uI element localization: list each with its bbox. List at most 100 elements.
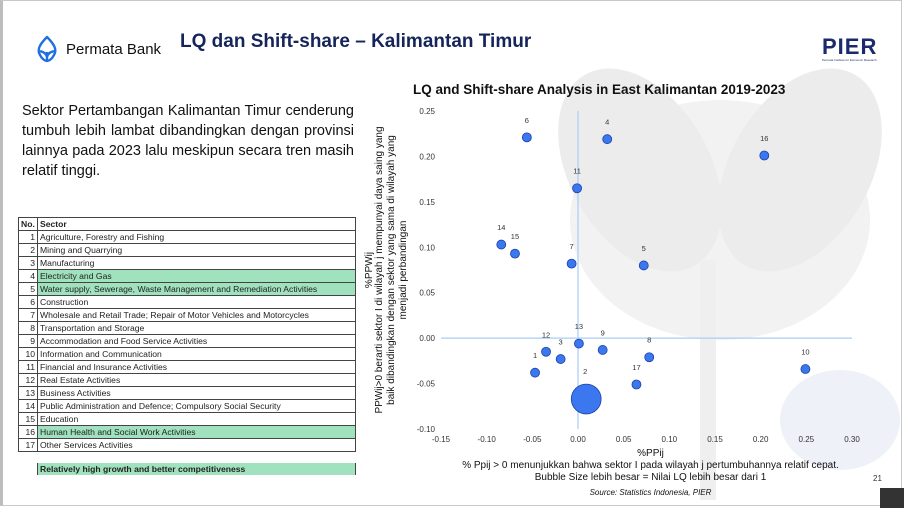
- bubble-label: 17: [632, 363, 640, 372]
- bubble-label: 6: [525, 116, 529, 125]
- sector-name: Accommodation and Food Service Activitie…: [37, 334, 356, 348]
- x-tick-label: 0.20: [753, 435, 769, 444]
- sector-no: 1: [18, 230, 38, 244]
- y-axis-title: %PPWij: [364, 252, 375, 288]
- table-row: 7 Wholesale and Retail Trade; Repair of M…: [18, 308, 356, 322]
- permata-leaf-icon: [37, 35, 57, 63]
- page-title: LQ dan Shift-share – Kalimantan Timur: [180, 31, 532, 52]
- col-sector: Sector: [37, 217, 356, 231]
- sector-no: 11: [18, 360, 38, 374]
- source-note: Source: Statistics Indonesia, PIER: [590, 488, 712, 497]
- bubble-label: 1: [533, 351, 537, 360]
- sector-no: 7: [18, 308, 38, 322]
- bubble-sector-10: [800, 364, 811, 374]
- table-row: 13 Business Activities: [18, 386, 356, 400]
- sector-no: 5: [18, 282, 38, 296]
- bubble-sector-6: [521, 132, 532, 143]
- bubble-sector-17: [631, 379, 642, 390]
- table-row: 6 Construction: [18, 295, 356, 309]
- bubble-label: 4: [605, 118, 609, 127]
- sector-no: 16: [18, 425, 38, 439]
- bubble-sector-15: [510, 248, 520, 259]
- table-row: 17 Other Services Activities: [18, 438, 356, 452]
- table-row: 1 Agriculture, Forestry and Fishing: [18, 230, 356, 244]
- y-tick-label: 0.20: [419, 152, 435, 161]
- sector-table: No. Sector 1 Agriculture, Forestry and Fi…: [18, 217, 356, 475]
- table-row: 9 Accommodation and Food Service Activiti…: [18, 334, 356, 348]
- blank-row: [19, 452, 356, 464]
- x-tick-label: 0.15: [707, 435, 723, 444]
- bubble-chart: -0.15 -0.10 -0.05 0.00 0.05 0.10 0.15 0.20 0.25 0…: [364, 107, 860, 497]
- y-tick-label: 0.10: [419, 243, 435, 252]
- bubble-sector-13: [574, 338, 584, 349]
- sector-name: Construction: [37, 295, 356, 309]
- bubble-label: 2: [583, 367, 587, 376]
- x-tick-label: -0.10: [478, 435, 497, 444]
- bubble-sector-12: [541, 346, 551, 357]
- y-axis-note-line: baik dibandingkan dengan sektor yang sam…: [386, 135, 397, 405]
- sector-no: 15: [18, 412, 38, 426]
- x-tick-label: 0.05: [616, 435, 632, 444]
- bubble-label: 10: [801, 348, 809, 357]
- table-row: 14 Public Administration and Defence; Com…: [18, 399, 356, 413]
- bubble-sector-3: [555, 354, 566, 364]
- y-tick-label: -0.05: [417, 380, 436, 389]
- bubble-label: 13: [575, 322, 583, 331]
- bubble-label: 11: [573, 167, 581, 176]
- pier-tagline: Permata Institute for Economic Research: [822, 58, 877, 62]
- bubble-label: 8: [647, 336, 651, 345]
- summary-text: Sektor Pertambangan Kalimantan Timur cen…: [22, 103, 354, 179]
- table-row: 10 Information and Communication: [18, 347, 356, 361]
- sector-name: Human Health and Social Work Activities: [37, 425, 356, 439]
- y-axis-note-line: menjadi perbandingan: [398, 221, 409, 320]
- bubble-sector-5: [638, 260, 649, 271]
- sector-no: 8: [18, 321, 38, 335]
- table-row: 2 Mining and Quarrying: [18, 243, 356, 257]
- y-tick-label: 0.25: [419, 107, 435, 116]
- bubble-sector-2: [570, 383, 602, 415]
- table-row: 5 Water supply, Sewerage, Waste Managemen…: [18, 282, 356, 296]
- sector-name: Manufacturing: [37, 256, 356, 270]
- y-tick-label: 0.05: [419, 289, 435, 298]
- table-row: 3 Manufacturing: [18, 256, 356, 270]
- pier-logo: PIER: [822, 34, 878, 59]
- bubble-label: 5: [642, 244, 646, 253]
- bubble-label: 15: [511, 232, 519, 241]
- sector-no: 4: [18, 269, 38, 283]
- legend-row: Relatively high growth and better compet…: [19, 463, 356, 475]
- x-tick-label: 0.30: [844, 435, 860, 444]
- sector-no: 3: [18, 256, 38, 270]
- sector-no: 13: [18, 386, 38, 400]
- y-tick-label: 0.15: [419, 198, 435, 207]
- sector-no: 2: [18, 243, 38, 257]
- bubble-sector-9: [597, 345, 608, 355]
- corner-block: [880, 488, 904, 508]
- brand-name: Permata Bank: [66, 40, 162, 58]
- table-row: 8 Transportation and Storage: [18, 321, 356, 335]
- table-row: 4 Electricity and Gas: [18, 269, 356, 283]
- chart-title: LQ and Shift-share Analysis in East Kali…: [413, 82, 786, 97]
- sector-no: 10: [18, 347, 38, 361]
- x-axis-note: % Ppij > 0 menunjukkan bahwa sektor I pa…: [462, 460, 839, 471]
- table-row: 15 Education: [18, 412, 356, 426]
- bubble-label: 3: [559, 338, 563, 347]
- sector-name: Wholesale and Retail Trade; Repair of Mo…: [37, 308, 356, 322]
- bubble-sector-11: [572, 183, 582, 194]
- sector-name: Public Administration and Defence; Compu…: [37, 399, 356, 413]
- bubble-sector-8: [644, 352, 655, 363]
- bubble-sector-1: [530, 367, 540, 378]
- sector-name: Other Services Activities: [37, 438, 356, 452]
- sector-name: Mining and Quarrying: [37, 243, 356, 257]
- sector-name: Agriculture, Forestry and Fishing: [37, 230, 356, 244]
- sector-no: 14: [18, 399, 38, 413]
- bubble-sector-16: [759, 150, 770, 161]
- sector-name: Financial and Insurance Activities: [37, 360, 356, 374]
- sector-name: Electricity and Gas: [37, 269, 356, 283]
- x-tick-label: 0.10: [662, 435, 678, 444]
- sector-name: Water supply, Sewerage, Waste Management…: [37, 282, 356, 296]
- page-number: 21: [873, 474, 882, 483]
- bubble-label: 14: [497, 223, 505, 232]
- bubble-label: 9: [601, 328, 605, 337]
- table-row: 16 Human Health and Social Work Activitie…: [18, 425, 356, 439]
